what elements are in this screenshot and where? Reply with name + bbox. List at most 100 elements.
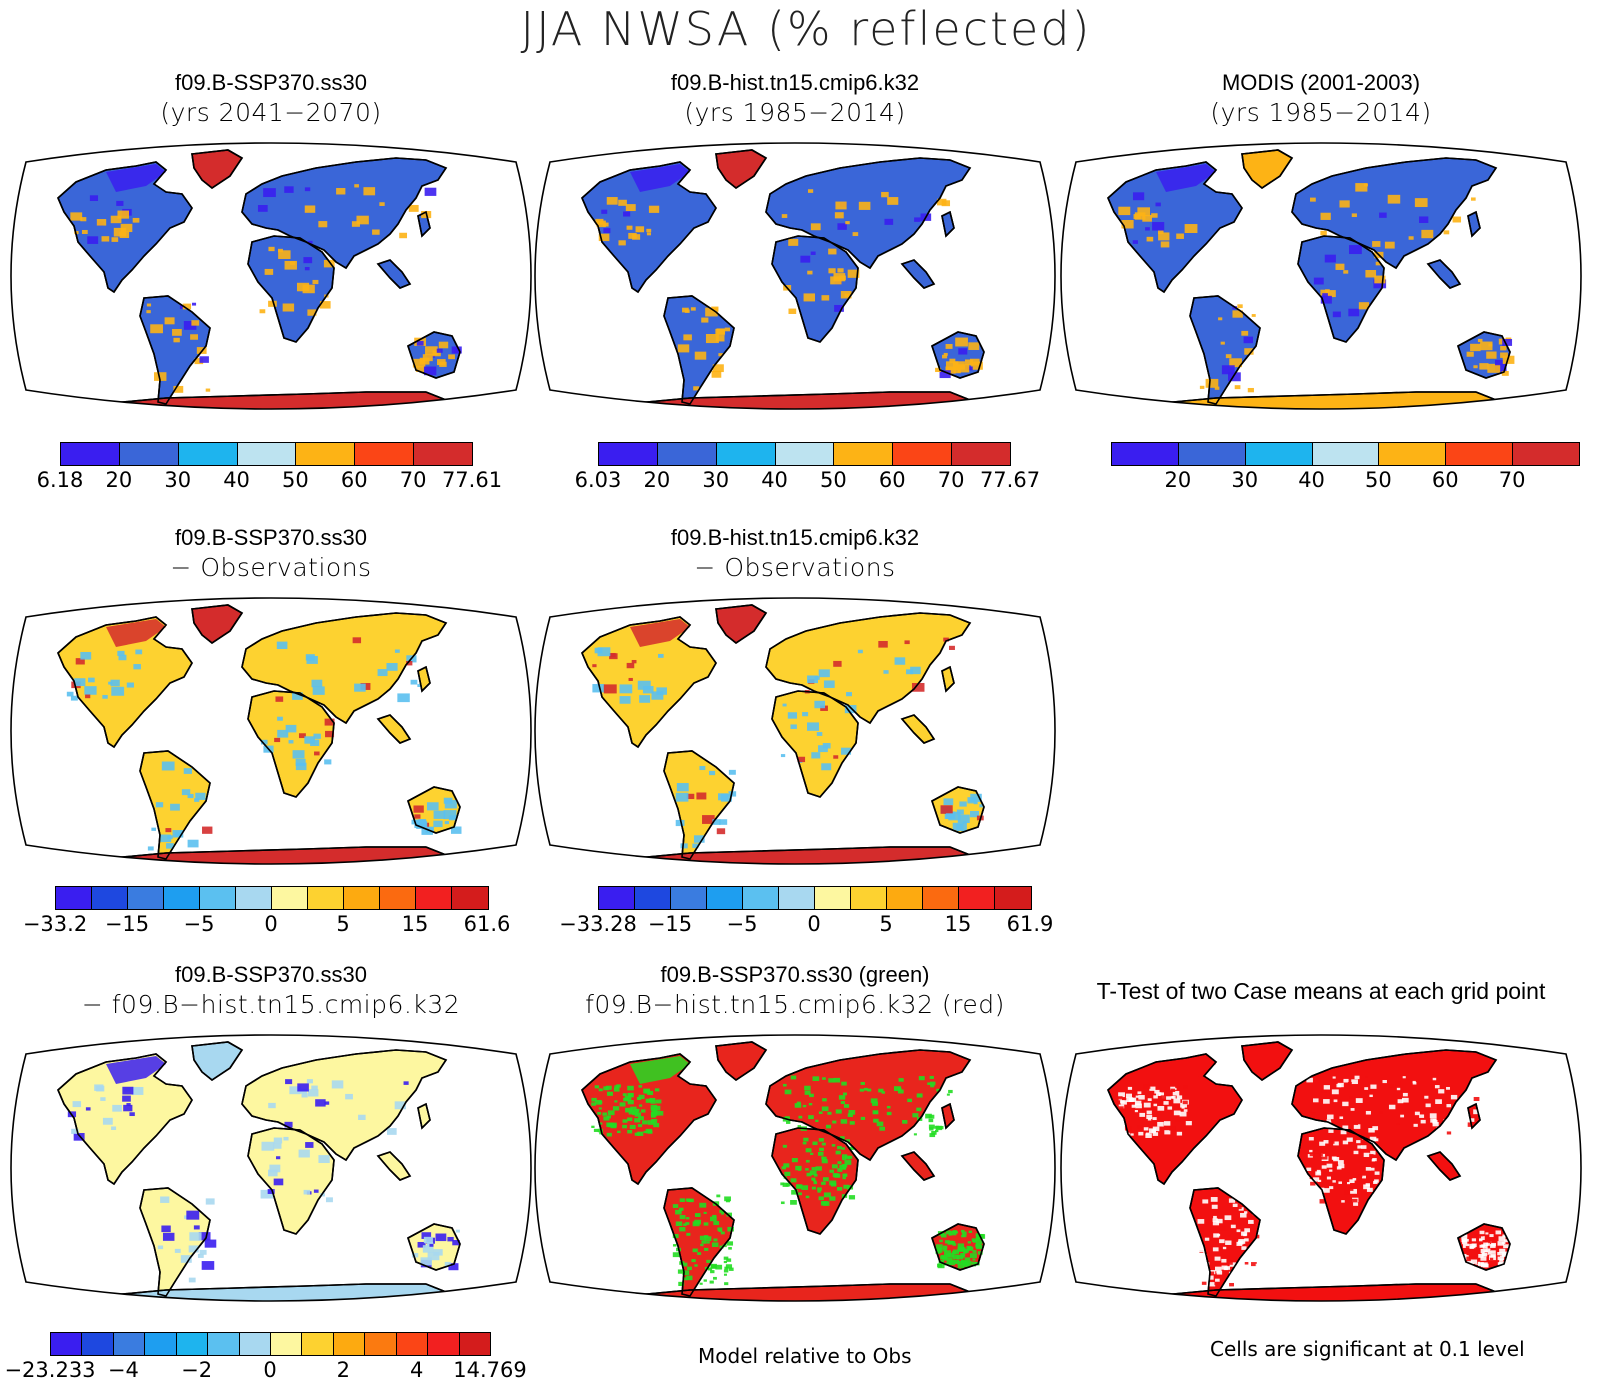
world-map [10,142,532,410]
continent-samerica [663,750,735,860]
colorbar-box [144,1332,178,1356]
panel-title: f09.B-hist.tn15.cmip6.k32 [670,525,920,550]
colorbar-tick-label: 77.61 [441,468,503,492]
world-map [534,597,1056,865]
map-frame [534,597,1056,865]
map-frame [10,597,532,865]
colorbar-tick-label: 40 [223,468,250,492]
colorbar-box [112,1332,146,1356]
colorbar-box [343,886,381,910]
colorbar-tick-label: −33.28 [559,912,637,936]
panel-subtitle: (yrs 2041−2070) [160,98,382,127]
continent-australia [407,1223,461,1271]
panel-title: f09.B-SSP370.ss30 (green) [660,962,930,987]
continent-samerica [139,1187,211,1297]
colorbar-tick-label: −5 [183,912,215,936]
colorbar-box [50,1332,83,1356]
colorbar-box [634,886,672,910]
colorbar-box [199,886,237,910]
colorbar-box [307,886,345,910]
colorbar-box [715,442,777,466]
world-map [534,1034,1056,1302]
world-map [1060,1034,1582,1302]
colorbar-tick-label: 30 [1231,468,1259,492]
panel-subtitle: f09.B−hist.tn15.cmip6.k32 (red) [585,990,1005,1019]
colorbar-tick-label: 70 [1498,468,1526,492]
colorbar-tick-label: −4 [107,1358,139,1382]
colorbar-box [958,886,996,910]
colorbar-box [1244,442,1314,466]
colorbar-tick-label: −23.233 [4,1358,96,1382]
footnote-significance: Cells are significant at 0.1 level [1210,1337,1525,1361]
colorbar-box [354,442,415,466]
colorbar-box [127,886,165,910]
colorbar-box [886,886,924,910]
colorbar-box [742,886,780,910]
colorbar-tick-label: 77.67 [979,468,1041,492]
colorbar-tick-label: 50 [1365,468,1392,492]
world-map [534,142,1056,410]
colorbar-box [91,886,129,910]
colorbar-box [598,886,636,910]
colorbar-tick-label: 20 [643,468,671,492]
colorbar-box [55,886,93,910]
colorbar-tick-label: 50 [820,468,847,492]
colorbar-tick-label: −5 [726,912,758,936]
panel-title: f09.B-SSP370.ss30 [174,525,367,550]
world-map [10,1034,532,1302]
colorbar-box [1512,442,1581,466]
colorbar-box [415,886,453,910]
colorbar-box [598,442,659,466]
colorbar-box [60,442,121,466]
colorbar-tick-label: 60 [1431,468,1459,492]
colorbar-tick-label: 2 [336,1358,351,1382]
colorbar-tick-label: −2 [181,1358,213,1382]
colorbar-box [706,886,744,910]
panel-subtitle: − f09.B−hist.tn15.cmip6.k32 [81,990,461,1019]
colorbar-box [1111,442,1180,466]
colorbar-box [379,886,417,910]
colorbar-box [670,886,708,910]
colorbar-box [413,442,474,466]
colorbar-box [395,1332,429,1356]
panel-title: f09.B-hist.tn15.cmip6.k32 [670,70,920,95]
panel-title: f09.B-SSP370.ss30 [174,962,367,987]
colorbar-tick-label: 61.6 [463,912,511,936]
colorbar-box [270,1332,303,1356]
colorbar-box [656,442,718,466]
colorbar-tick-label: 50 [282,468,309,492]
colorbar-tick-label: 30 [164,468,192,492]
colorbar-box [295,442,356,466]
colorbar-box [364,1332,398,1356]
colorbar-box [163,886,201,910]
colorbar-tick-label: 60 [878,468,906,492]
colorbar-tick-label: −15 [647,912,693,936]
colorbar-tick-label: −33.2 [22,912,88,936]
colorbar-box [81,1332,115,1356]
map-frame [1060,142,1582,410]
colorbar-tick-label: 60 [340,468,368,492]
panel-title: MODIS (2001-2003) [1221,70,1421,95]
colorbar-box [814,886,852,910]
colorbar-box [1445,442,1514,466]
colorbar-box [774,442,835,466]
colorbar-tick-label: 40 [1298,468,1325,492]
colorbar-box [994,886,1032,910]
colorbar-tick-label: 15 [401,912,429,936]
colorbar-box [451,886,489,910]
colorbar-box [1177,442,1247,466]
colorbar-tick-label: 15 [944,912,972,936]
panel-subtitle: − Observations [170,553,372,582]
colorbar-box [236,442,297,466]
colorbar-box [1378,442,1447,466]
panel-title: T-Test of two Case means at each grid po… [1096,978,1546,1004]
colorbar-box [235,886,273,910]
colorbar-box [458,1332,492,1356]
panel-subtitle: (yrs 1985−2014) [1210,98,1432,127]
panel-title: f09.B-SSP370.ss30 [174,70,367,95]
world-map [10,597,532,865]
colorbar-tick-label: 0 [807,912,821,936]
colorbar-box [833,442,894,466]
colorbar-tick-label: 5 [879,912,893,936]
panel-subtitle: (yrs 1985−2014) [684,98,906,127]
